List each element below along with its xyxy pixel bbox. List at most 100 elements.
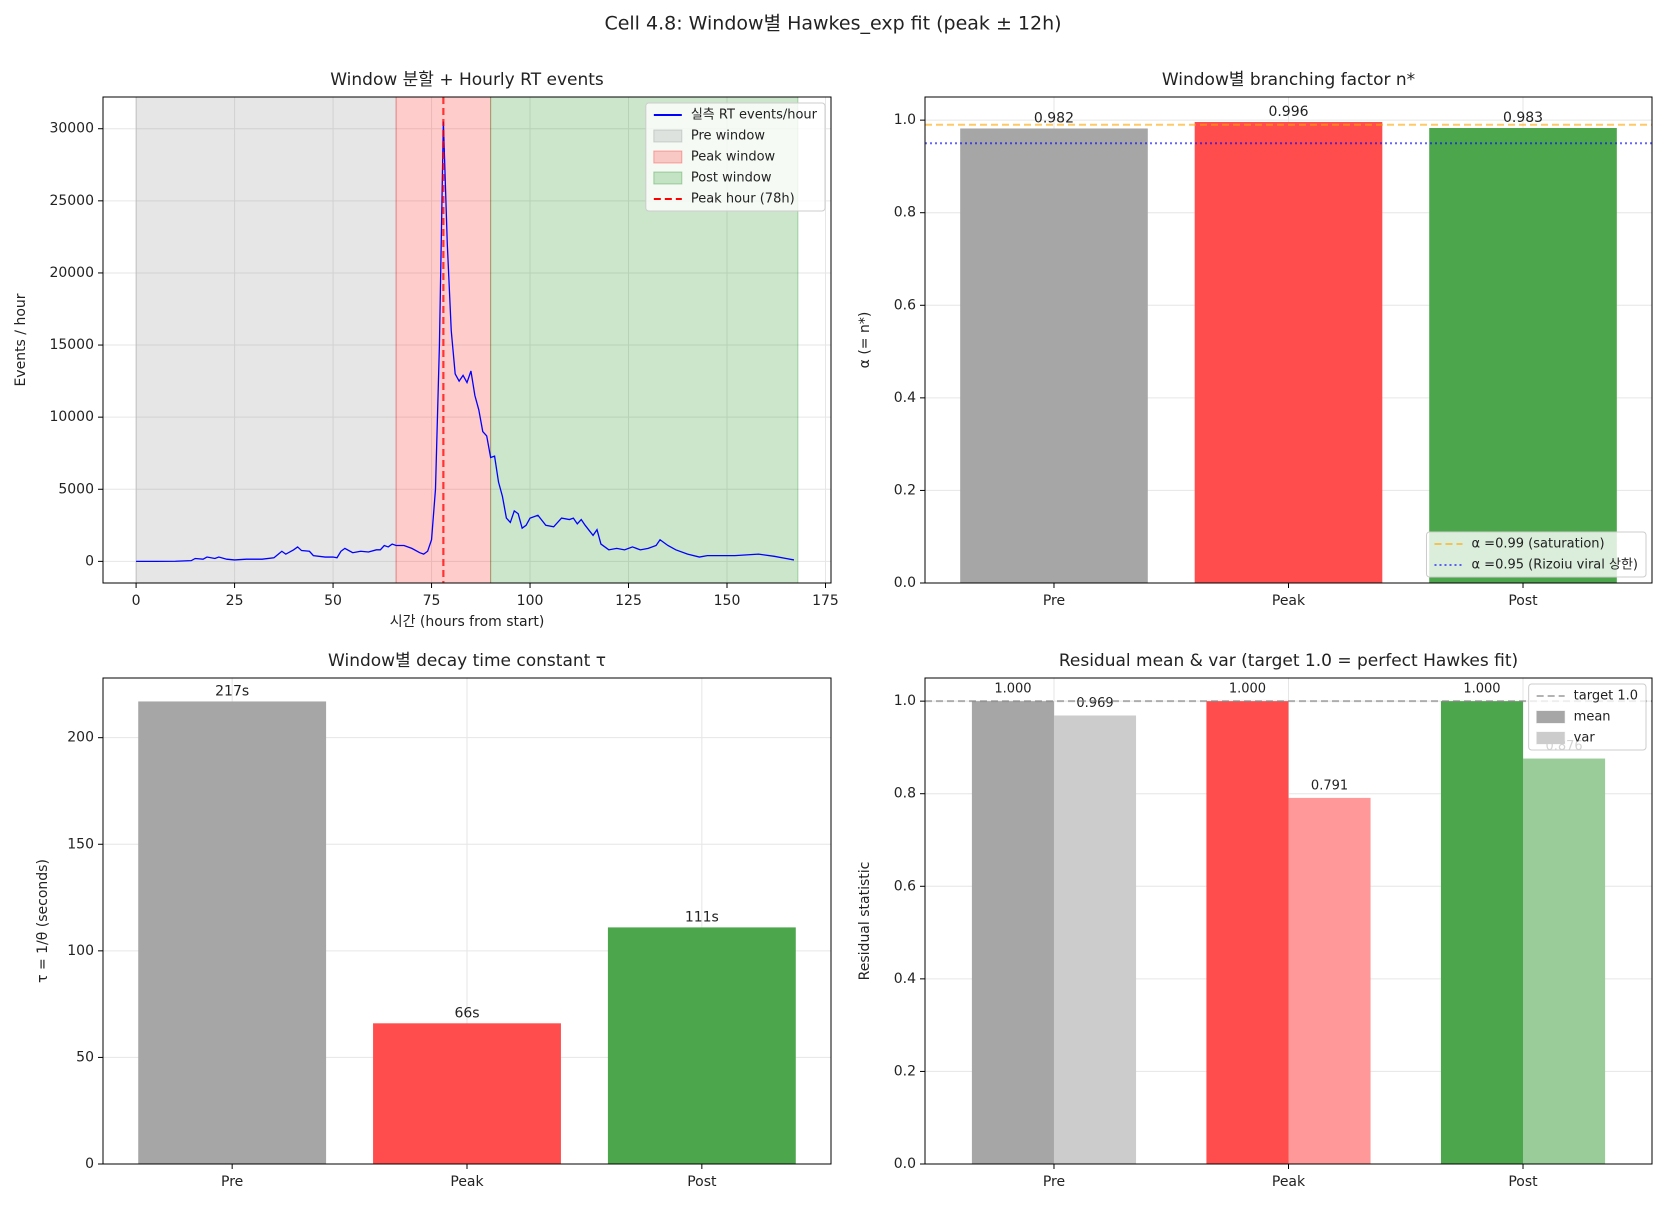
x-tick-label: 50 xyxy=(324,593,342,609)
subplot-title: Window별 decay time constant τ xyxy=(328,651,606,671)
plot-frame xyxy=(102,96,832,584)
y-tick-label: 0.4 xyxy=(894,971,916,987)
legend-key xyxy=(1536,731,1566,745)
value-label: 1.000 xyxy=(1463,682,1500,697)
legend-label: α =0.99 (saturation) xyxy=(1471,537,1604,552)
value-label: 0.791 xyxy=(1311,778,1348,793)
plot-frame xyxy=(924,96,1653,584)
x-tick-label: Post xyxy=(687,1174,717,1190)
data-line xyxy=(136,121,795,563)
legend-label: Peak window xyxy=(691,150,776,165)
y-tick-label: 0.0 xyxy=(894,1156,916,1172)
x-tick-label: 125 xyxy=(615,593,642,609)
legend-key xyxy=(653,129,683,143)
bar xyxy=(960,128,1148,583)
legend-key xyxy=(1536,710,1566,724)
value-label: 111s xyxy=(685,909,719,925)
y-tick-label: 1.0 xyxy=(894,693,916,709)
y-axis-label: τ = 1/θ (seconds) xyxy=(35,859,51,983)
value-label: 217s xyxy=(215,683,249,699)
window-span xyxy=(135,96,397,584)
legend-label: var xyxy=(1574,731,1596,746)
value-label: 66s xyxy=(454,1005,479,1021)
y-tick-label: 0.4 xyxy=(894,390,916,406)
subplot-title: Residual mean & var (target 1.0 = perfec… xyxy=(1059,651,1518,671)
x-tick-label: Peak xyxy=(1272,593,1306,609)
y-tick-label: 150 xyxy=(67,836,94,852)
x-tick-label: Post xyxy=(1508,1174,1538,1190)
legend-box xyxy=(1425,531,1647,578)
figure-title: Cell 4.8: Window별 Hawkes_exp fit (peak ±… xyxy=(604,13,1061,35)
legend-label: Peak hour (78h) xyxy=(691,192,795,207)
y-tick-label: 10000 xyxy=(49,409,94,425)
y-tick-label: 15000 xyxy=(49,337,94,353)
bar xyxy=(1523,758,1606,1164)
x-tick-label: 175 xyxy=(812,593,839,609)
x-tick-label: Post xyxy=(1508,593,1538,609)
y-tick-label: 0 xyxy=(85,1156,94,1172)
value-label: 0.969 xyxy=(1076,696,1113,711)
y-axis-label: Residual statistic xyxy=(857,862,873,981)
legend: target 1.0 mean var xyxy=(1528,683,1647,751)
bar xyxy=(1288,797,1371,1164)
x-tick-label: Peak xyxy=(1272,1174,1306,1190)
legend-box xyxy=(645,102,826,212)
y-tick-label: 50 xyxy=(76,1049,94,1065)
y-axis-label: α (= n*) xyxy=(857,312,873,369)
bar xyxy=(1440,701,1524,1164)
x-tick-label: 75 xyxy=(423,593,441,609)
bar xyxy=(607,927,796,1164)
y-tick-label: 0.0 xyxy=(894,575,916,591)
y-tick-label: 100 xyxy=(67,943,94,959)
plot-frame xyxy=(924,677,1653,1165)
bar xyxy=(1206,701,1289,1164)
legend: 실측 RT events/hour Pre window Peak window Po… xyxy=(645,102,826,212)
legend-label: target 1.0 xyxy=(1574,689,1638,704)
value-label: 0.982 xyxy=(1034,110,1074,126)
legend-label: Post window xyxy=(691,171,772,186)
x-tick-label: 0 xyxy=(132,593,141,609)
legend-key xyxy=(653,171,683,185)
legend: α =0.99 (saturation) α =0.95 (Rizoiu vira… xyxy=(1425,531,1647,578)
bar xyxy=(1194,121,1383,583)
legend-label: mean xyxy=(1574,710,1611,725)
y-tick-label: 0.8 xyxy=(894,786,916,802)
x-tick-label: 25 xyxy=(226,593,244,609)
x-tick-label: Pre xyxy=(1043,593,1065,609)
legend-label: α =0.95 (Rizoiu viral 상한) xyxy=(1471,558,1638,573)
x-tick-label: 100 xyxy=(517,593,544,609)
value-label: 1.000 xyxy=(1229,682,1266,697)
y-tick-label: 1.0 xyxy=(894,112,916,128)
bar xyxy=(373,1023,561,1164)
y-tick-label: 0.2 xyxy=(894,482,916,498)
y-tick-label: 30000 xyxy=(49,121,94,137)
subplot-title: Window 분할 + Hourly RT events xyxy=(330,70,604,90)
plot-frame xyxy=(102,677,832,1165)
x-tick-label: Pre xyxy=(221,1174,243,1190)
legend-label: Pre window xyxy=(691,129,765,144)
y-tick-label: 0.8 xyxy=(894,205,916,221)
x-tick-label: Pre xyxy=(1043,1174,1065,1190)
y-tick-label: 0.6 xyxy=(894,878,916,894)
legend-label: 실측 RT events/hour xyxy=(691,108,818,123)
y-tick-label: 5000 xyxy=(58,481,94,497)
value-label: 0.996 xyxy=(1268,104,1308,120)
bar xyxy=(1053,715,1137,1164)
y-tick-label: 0.2 xyxy=(894,1063,916,1079)
value-label: 0.983 xyxy=(1503,110,1543,126)
bar xyxy=(138,701,327,1164)
y-tick-label: 0 xyxy=(85,553,94,569)
value-label: 1.000 xyxy=(994,682,1031,697)
legend-key xyxy=(653,150,683,164)
bar xyxy=(1429,128,1617,584)
x-tick-label: 150 xyxy=(714,593,741,609)
y-axis-label: Events / hour xyxy=(13,293,29,386)
y-tick-label: 25000 xyxy=(49,193,94,209)
y-tick-label: 0.6 xyxy=(894,297,916,313)
y-tick-label: 20000 xyxy=(49,265,94,281)
x-axis-label: 시간 (hours from start) xyxy=(390,614,545,630)
subplot-title: Window별 branching factor n* xyxy=(1162,70,1415,90)
y-tick-label: 200 xyxy=(67,730,94,746)
x-tick-label: Peak xyxy=(450,1174,484,1190)
